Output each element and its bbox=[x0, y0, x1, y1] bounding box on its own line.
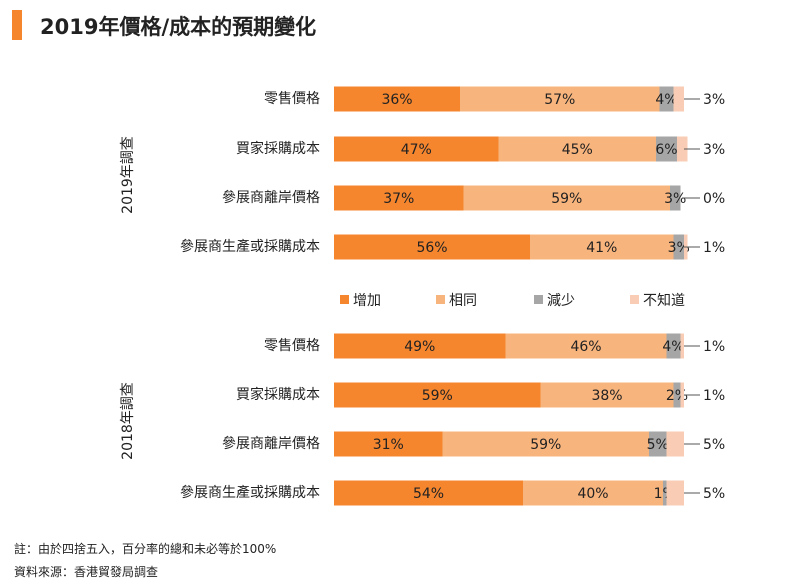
category-label: 零售價格 bbox=[264, 90, 320, 107]
bar-segment bbox=[530, 234, 674, 260]
bar-segment bbox=[670, 185, 681, 211]
data-label: 1% bbox=[703, 388, 725, 404]
bar-segment bbox=[649, 431, 667, 457]
category-label: 參展商生產或採購成本 bbox=[180, 238, 320, 255]
group-label: 2018年調查 bbox=[120, 382, 136, 460]
bar-segment bbox=[498, 136, 656, 162]
bar-segment bbox=[673, 382, 681, 408]
bar-segment bbox=[334, 382, 541, 408]
footnote-rounding: 註：由於四捨五入，百分率的總和未必等於100% bbox=[14, 542, 277, 556]
data-label: 3% bbox=[664, 191, 686, 207]
data-label: 54% bbox=[413, 486, 444, 502]
bar-segment bbox=[334, 86, 460, 112]
category-label: 買家採購成本 bbox=[236, 140, 320, 157]
bar-segment bbox=[663, 480, 667, 506]
data-label: 5% bbox=[647, 437, 669, 453]
bar-segment bbox=[673, 86, 684, 112]
bar-segment bbox=[656, 136, 677, 162]
bar-segment bbox=[666, 333, 681, 359]
bar-segment bbox=[505, 333, 667, 359]
category-label: 參展商生產或採購成本 bbox=[180, 484, 320, 501]
data-label: 4% bbox=[655, 92, 677, 108]
legend-swatch bbox=[534, 295, 543, 304]
legend-swatch bbox=[436, 295, 445, 304]
data-label: 59% bbox=[530, 437, 561, 453]
data-label: 31% bbox=[373, 437, 404, 453]
bar-segment bbox=[442, 431, 649, 457]
footnote-source: 資料來源：香港貿發局調查 bbox=[14, 565, 159, 579]
data-label: 45% bbox=[562, 142, 593, 158]
data-label: 1% bbox=[703, 339, 725, 355]
data-label: 4% bbox=[662, 339, 684, 355]
data-label: 3% bbox=[703, 142, 725, 158]
data-label: 57% bbox=[544, 92, 575, 108]
category-label: 參展商離岸價格 bbox=[222, 435, 320, 452]
bar-segment bbox=[460, 86, 660, 112]
data-label: 5% bbox=[703, 437, 725, 453]
data-label: 59% bbox=[551, 191, 582, 207]
category-label: 零售價格 bbox=[264, 337, 320, 354]
data-label: 38% bbox=[591, 388, 622, 404]
legend-label: 增加 bbox=[353, 293, 381, 309]
data-label: 59% bbox=[422, 388, 453, 404]
bar-segment bbox=[673, 234, 684, 260]
bar-segment bbox=[334, 431, 443, 457]
data-label: 56% bbox=[416, 240, 447, 256]
category-label: 買家採購成本 bbox=[236, 386, 320, 403]
bar-segment bbox=[659, 86, 674, 112]
data-label: 1% bbox=[703, 240, 725, 256]
data-label: 0% bbox=[703, 191, 725, 207]
legend-label: 減少 bbox=[547, 292, 575, 309]
data-label: 3% bbox=[703, 92, 725, 108]
legend-label: 相同 bbox=[449, 293, 477, 309]
data-label: 36% bbox=[381, 92, 412, 108]
bar-segment bbox=[463, 185, 670, 211]
category-label: 參展商離岸價格 bbox=[222, 189, 320, 206]
legend-label: 不知道 bbox=[643, 292, 685, 309]
bar-segment bbox=[540, 382, 674, 408]
data-label: 46% bbox=[570, 339, 601, 355]
bar-segment bbox=[334, 185, 464, 211]
data-label: 6% bbox=[655, 142, 677, 158]
bar-segment bbox=[523, 480, 663, 506]
bar-segment bbox=[680, 382, 684, 408]
data-label: 37% bbox=[383, 191, 414, 207]
bar-segment bbox=[334, 333, 506, 359]
group-label: 2019年調查 bbox=[120, 136, 136, 214]
data-label: 41% bbox=[586, 240, 617, 256]
data-label: 47% bbox=[401, 142, 432, 158]
data-label: 40% bbox=[577, 486, 608, 502]
bar-segment bbox=[334, 480, 523, 506]
bar-segment bbox=[677, 136, 688, 162]
title-accent-bar bbox=[12, 10, 22, 40]
bar-segment bbox=[680, 333, 684, 359]
legend-swatch bbox=[630, 295, 639, 304]
bar-segment bbox=[666, 431, 684, 457]
data-label: 5% bbox=[703, 486, 725, 502]
bar-segment bbox=[334, 136, 499, 162]
bar-segment bbox=[666, 480, 684, 506]
bar-segment bbox=[334, 234, 530, 260]
legend-swatch bbox=[340, 295, 349, 304]
data-label: 49% bbox=[404, 339, 435, 355]
data-label: 2% bbox=[666, 388, 688, 404]
page-title: 2019年價格/成本的預期變化 bbox=[40, 15, 317, 39]
